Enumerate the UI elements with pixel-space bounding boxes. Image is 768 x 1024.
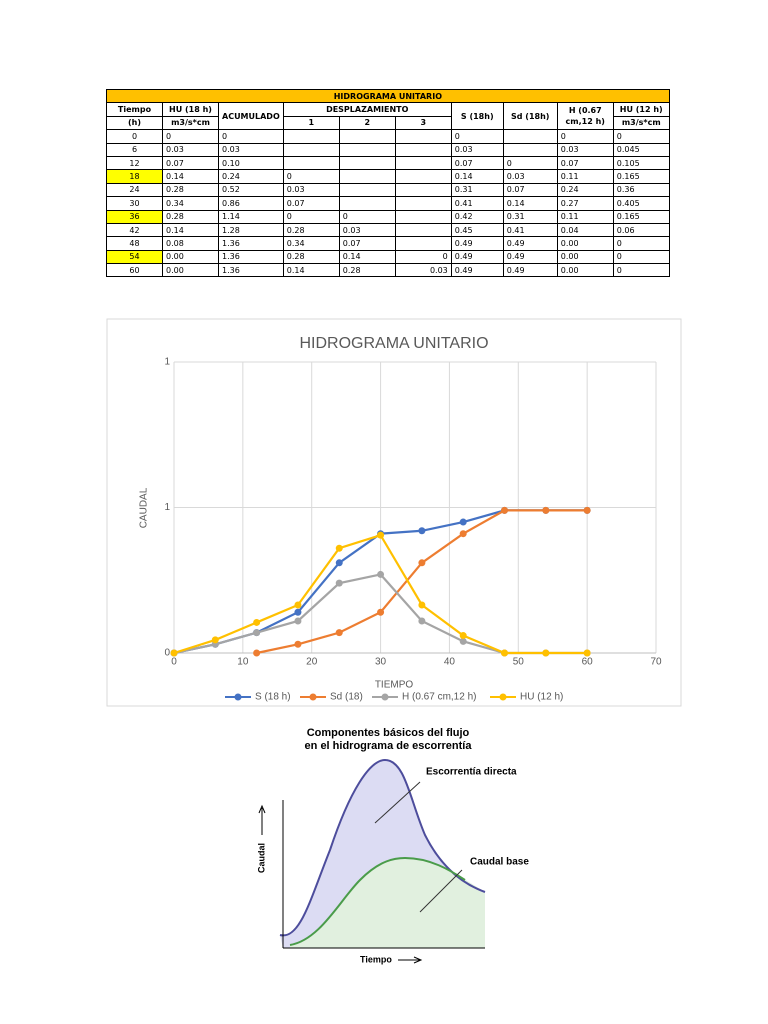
point <box>335 559 343 567</box>
point <box>253 629 261 637</box>
baseflow-area <box>290 858 485 948</box>
direct-runoff-curve <box>279 758 486 937</box>
base-label: Caudal base <box>470 857 529 868</box>
point <box>583 506 591 514</box>
figure-y-label: Caudal <box>256 843 266 873</box>
x-tick-label: 50 <box>513 657 525 668</box>
point <box>377 570 385 578</box>
table-cell: 18 <box>106 169 163 184</box>
figure-x-label: Tiempo <box>360 954 392 964</box>
header-cell: Sd (18h) <box>502 102 558 131</box>
table-row: 42 0.14 1.28 0.28 0.03 0.45 0.41 0.04 0.06 <box>106 222 670 238</box>
figure-title: Componentes básicos del flujo <box>307 727 470 739</box>
legend-label: H (0.67 cm,12 h) <box>402 692 476 703</box>
point <box>418 601 426 609</box>
leader-line <box>419 869 463 913</box>
table-cell: 0.49 <box>450 263 504 278</box>
x-tick-label: 40 <box>444 657 456 668</box>
header-cell: DESPLAZAMIENTO <box>282 102 452 117</box>
point <box>377 608 385 616</box>
table-cell: 0 <box>162 129 219 144</box>
leader-line <box>374 781 421 824</box>
baseflow-curve <box>289 856 466 946</box>
direct-label: Escorrentía directa <box>426 767 517 778</box>
point <box>253 618 261 626</box>
table-row: 30 0.34 0.86 0.07 0.41 0.14 0.27 0.405 <box>106 196 670 211</box>
point <box>170 649 178 657</box>
x-tick-label: 70 <box>650 657 662 668</box>
header-cell: HU (12 h) <box>612 102 670 117</box>
legend-label: S (18 h) <box>255 692 291 703</box>
legend-marker <box>381 693 389 701</box>
x-axis-label: TIEMPO <box>375 680 414 691</box>
x-tick-label: 20 <box>306 657 318 668</box>
point <box>211 636 219 644</box>
table-cell: 54 <box>106 249 163 265</box>
data-table: HIDROGRAMA UNITARIO Tiempo HU (18 h) ACU… <box>106 88 670 278</box>
table-cell: 0.14 <box>282 263 340 278</box>
point <box>253 649 261 657</box>
table-row: 54 0.00 1.36 0.28 0.14 0 0.49 0.49 0.00 0 <box>106 249 670 265</box>
legend-label: HU (12 h) <box>520 692 563 703</box>
figure-title: en el hidrograma de escorrentía <box>305 740 473 752</box>
legend-marker <box>499 693 507 701</box>
point <box>335 579 343 587</box>
table-row: 36 0.28 1.14 0 0 0.42 0.31 0.11 0.165 <box>106 209 670 224</box>
header-cell: HU (18 h) <box>162 102 219 117</box>
point <box>501 649 509 657</box>
point <box>418 527 426 535</box>
legend-marker <box>309 693 317 701</box>
point <box>501 506 509 514</box>
y-arrow <box>258 804 266 835</box>
table-row: 48 0.08 1.36 0.34 0.07 0.49 0.49 0.00 0 <box>106 236 670 251</box>
table-row: 18 0.14 0.24 0 0.14 0.03 0.11 0.165 <box>106 169 670 184</box>
x-tick-label: 0 <box>171 657 177 668</box>
point <box>294 640 302 648</box>
table-cell: 0.49 <box>502 263 558 278</box>
point <box>418 559 426 567</box>
point <box>459 518 467 526</box>
x-tick-label: 10 <box>237 657 249 668</box>
runoff-figure: Componentes básicos del flujo en el hidr… <box>256 727 529 964</box>
point <box>294 617 302 625</box>
table-row: 60 0.00 1.36 0.14 0.28 0.03 0.49 0.49 0.00 0 <box>106 263 670 278</box>
point <box>377 531 385 539</box>
x-tick-label: 60 <box>582 657 594 668</box>
y-axis-label: CAUDAL <box>139 487 150 528</box>
point <box>294 608 302 616</box>
point <box>294 601 302 609</box>
x-tick-label: 30 <box>375 657 387 668</box>
legend-marker <box>234 693 242 701</box>
header-cell: H (0.67 cm,12 h) <box>556 102 614 131</box>
point <box>418 617 426 625</box>
y-tick-label: 0 <box>164 648 170 659</box>
point <box>459 637 467 645</box>
y-tick-label: 1 <box>164 502 170 513</box>
table-cell: 0 <box>612 263 670 278</box>
point <box>459 632 467 640</box>
point <box>583 649 591 657</box>
x-arrow <box>398 956 423 964</box>
chart-title: HIDROGRAMA UNITARIO <box>299 335 488 352</box>
table-cell: 0.00 <box>162 263 219 278</box>
point <box>542 506 550 514</box>
table-title: HIDROGRAMA UNITARIO <box>106 88 670 104</box>
point <box>335 544 343 552</box>
point <box>335 629 343 637</box>
legend-label: Sd (18) <box>330 692 363 703</box>
point <box>542 649 550 657</box>
point <box>459 530 467 538</box>
y-tick-label: 1 <box>164 357 170 368</box>
table-cell: 0.00 <box>556 263 614 278</box>
